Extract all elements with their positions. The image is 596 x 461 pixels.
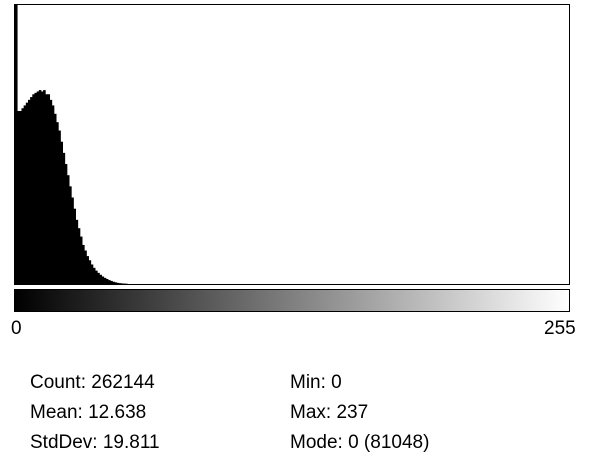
histogram-bin (17, 111, 20, 285)
histogram-bin (43, 90, 46, 284)
histogram-bin (101, 276, 105, 284)
histogram-bin (75, 219, 79, 284)
stat-count: Count: 262144 (30, 372, 155, 393)
histogram-bin (40, 91, 44, 285)
stat-max: Max: 237 (290, 402, 369, 423)
histogram-bin (110, 280, 113, 284)
histogram-bin (92, 267, 96, 284)
histogram-bin (121, 283, 124, 284)
histogram-bins (15, 5, 128, 285)
histogram-bin (34, 92, 38, 284)
histogram-bin (36, 91, 40, 285)
x-tick-label: 0 (11, 318, 22, 339)
stat-mode: Mode: 0 (81048) (290, 432, 430, 453)
histogram-bin (71, 197, 74, 284)
histogram-bin (97, 272, 100, 284)
histogram-bin (88, 260, 92, 284)
histogram-bin (51, 105, 55, 284)
x-tick-label: 255 (544, 318, 576, 339)
histogram-bin (103, 277, 107, 284)
histogram-bin (27, 99, 31, 284)
histogram-bin (69, 186, 72, 284)
histogram-bin (53, 113, 57, 284)
histogram-bin (79, 236, 83, 284)
histogram-bin (66, 175, 70, 284)
histogram-bin (86, 256, 89, 284)
histogram-bin (108, 280, 111, 284)
histogram-bin (64, 164, 68, 284)
stat-mean: Mean: 12.638 (30, 402, 147, 423)
histogram-bin (73, 208, 76, 284)
stat-stddev: StdDev: 19.811 (30, 432, 160, 453)
histogram-bin (45, 94, 48, 284)
histogram-bin (56, 122, 59, 285)
histogram-bin (25, 102, 29, 285)
histogram-bin (19, 111, 22, 285)
histogram-bin (21, 108, 25, 284)
histogram-bin (84, 250, 87, 284)
histogram-bin (38, 90, 42, 284)
histogram-bin (95, 270, 98, 284)
histogram-bin (114, 282, 118, 284)
histogram-bin-mode (15, 5, 18, 284)
histogram-bin (116, 282, 120, 284)
histogram-bin (23, 105, 27, 284)
histogram-bin (118, 283, 122, 284)
histogram-bin (82, 244, 85, 284)
histogram-bin (90, 264, 94, 284)
histogram-bin (99, 274, 102, 284)
histogram-bin (105, 278, 109, 284)
histogram-bin (112, 281, 115, 284)
histogram-bin (77, 228, 81, 284)
histogram-bin (60, 141, 64, 284)
histogram-bin (62, 152, 66, 284)
lut-gradient-bar (14, 289, 570, 312)
plot-frame (14, 4, 570, 285)
histogram-bin (32, 94, 35, 284)
histogram-bin (47, 94, 51, 284)
histogram-bin (30, 97, 33, 284)
histogram-bin (58, 130, 61, 284)
histogram-bin (49, 99, 53, 284)
stat-min: Min: 0 (290, 372, 342, 393)
